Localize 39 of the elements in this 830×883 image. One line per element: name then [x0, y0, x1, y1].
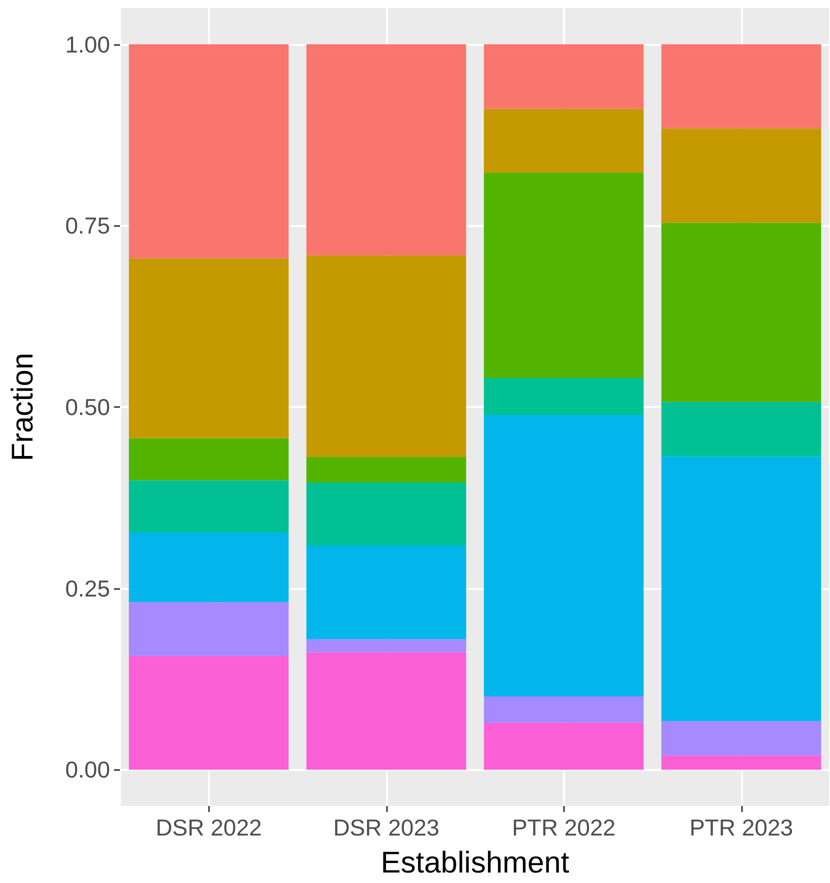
bar [484, 108, 644, 173]
bar [484, 414, 644, 696]
y-tick-label: 0.25 [65, 575, 110, 602]
bar [661, 755, 822, 770]
bar [661, 456, 822, 722]
bar [306, 44, 466, 256]
bar [128, 258, 289, 438]
bar [306, 639, 466, 652]
bar [484, 722, 644, 770]
bar [128, 602, 289, 656]
bar [306, 652, 466, 770]
bar [661, 402, 822, 456]
y-tick-label: 0.00 [65, 756, 110, 783]
bar [661, 44, 822, 128]
bar [661, 222, 822, 402]
y-tick-label: 1.00 [65, 31, 110, 58]
x-axis-title: Establishment [380, 846, 570, 880]
x-tick-label: DSR 2022 [156, 814, 262, 840]
x-tick-label: DSR 2023 [333, 814, 440, 840]
bar [128, 44, 289, 258]
x-tick-label: PTR 2022 [512, 814, 616, 840]
bar [484, 172, 644, 378]
x-tick-label: PTR 2023 [689, 814, 794, 840]
bar [306, 482, 466, 546]
bar [128, 532, 289, 602]
bar [661, 721, 822, 756]
bar [484, 44, 644, 109]
y-tick-label: 0.75 [65, 212, 110, 239]
bar [306, 255, 466, 458]
bar [128, 656, 289, 770]
bar [484, 378, 644, 415]
bar [484, 696, 644, 723]
y-axis-title: Fraction [6, 352, 40, 462]
bar [128, 438, 289, 480]
bar [128, 480, 289, 533]
y-tick-label: 0.50 [65, 394, 110, 420]
bar [306, 546, 466, 640]
bar [306, 457, 466, 482]
bar [661, 128, 822, 223]
